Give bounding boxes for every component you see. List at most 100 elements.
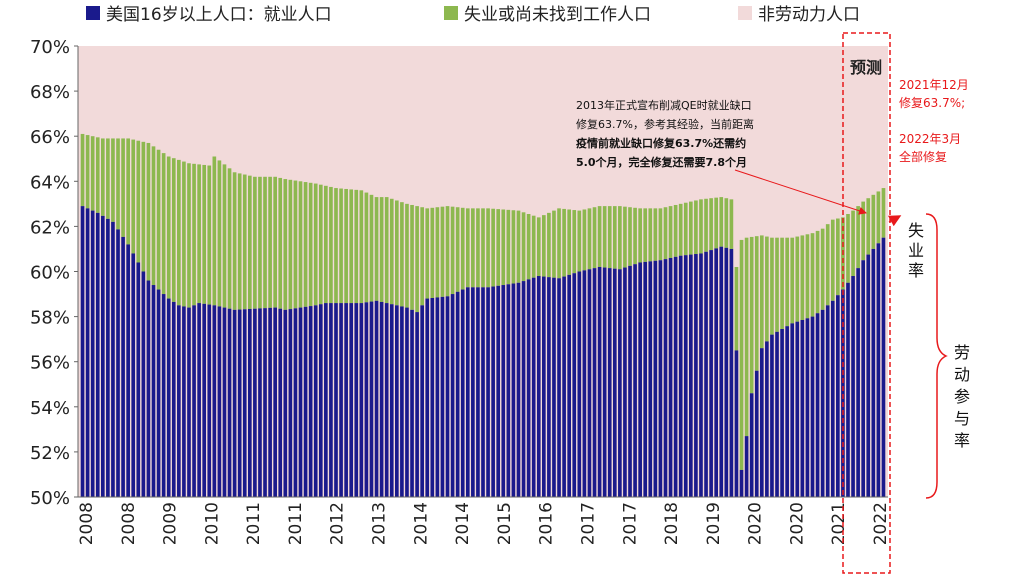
employed-bar [318, 304, 323, 497]
unemployed-bar [582, 209, 587, 271]
unemployed-bar [364, 192, 369, 303]
unemployed-bar [455, 207, 460, 292]
employed-bar [557, 278, 561, 497]
employed-bar [623, 267, 627, 497]
unemployed-bar [410, 204, 414, 310]
employed-bar [866, 254, 871, 497]
unemployed-bar [658, 208, 663, 261]
employed-bar [673, 256, 678, 497]
unemployed-bar [111, 138, 115, 222]
employed-bar [136, 262, 141, 497]
forecast-box [842, 32, 891, 574]
unemployed-bar [780, 237, 784, 330]
unemployed-bar [638, 208, 642, 263]
employed-bar [729, 248, 734, 497]
unemployed-bar [881, 188, 886, 238]
employed-bar [379, 301, 384, 497]
employed-bar [547, 277, 551, 497]
employed-bar [653, 260, 658, 497]
employed-bar [455, 291, 460, 497]
unemployed-bar [273, 176, 277, 308]
employed-bar [374, 300, 379, 497]
x-tick-label: 2011 [286, 502, 306, 545]
unemployed-bar [334, 188, 338, 304]
employed-bar [597, 266, 602, 497]
employed-bar [749, 393, 754, 497]
unemployed-bar [744, 237, 749, 437]
participation-bracket [925, 213, 948, 499]
unemployed-bar [542, 215, 546, 277]
employed-bar [313, 305, 318, 497]
unemployed-bar [308, 182, 313, 307]
unemployed-bar [146, 142, 151, 281]
unemployed-bar [369, 194, 374, 302]
employed-bar [465, 287, 470, 497]
legend-swatch-unemployed [444, 6, 458, 20]
unemployed-bar [80, 133, 85, 207]
unemployed-bar [318, 184, 323, 305]
unemployed-bar [136, 140, 141, 263]
unemployment-rate-label: 失业率 [908, 221, 924, 280]
unemployed-bar [415, 206, 419, 313]
unemployed-bar [623, 206, 627, 268]
annotation-line-2: 修复63.7%，参考其经验，当前距离 [576, 117, 754, 131]
employed-bar [349, 303, 354, 497]
employed-bar [841, 289, 845, 497]
unemployed-bar [496, 209, 501, 286]
employed-bar [131, 253, 136, 497]
unemployed-bar [182, 161, 186, 307]
unemployed-bar [405, 203, 409, 308]
employed-bar [486, 287, 490, 497]
unemployed-bar [866, 198, 871, 255]
unemployed-bar [471, 208, 475, 288]
unemployed-bar [526, 214, 531, 280]
unemployed-bar [481, 208, 485, 288]
employed-bar [790, 323, 795, 497]
red-note-line-1: 2021年12月 [899, 78, 969, 92]
unemployed-bar [430, 207, 435, 298]
unemployed-bar [90, 136, 95, 211]
bar-series [80, 133, 886, 498]
employed-bar [521, 281, 526, 497]
unemployed-bar [633, 207, 637, 265]
unemployed-bar [207, 165, 212, 305]
unemployed-bar [253, 176, 257, 309]
unemployed-bar [242, 174, 247, 310]
employed-bar [491, 286, 495, 497]
employed-bar [496, 285, 501, 497]
employed-bar [785, 326, 789, 497]
employed-bar [395, 305, 399, 497]
employed-bar [430, 298, 435, 497]
employed-bar [253, 308, 257, 497]
employed-bar [643, 261, 648, 497]
x-tick-label: 2009 [161, 502, 181, 545]
unemployed-bar [648, 208, 653, 262]
employed-bar [384, 303, 389, 497]
x-tick-label: 2018 [662, 502, 682, 545]
employed-bar [683, 255, 688, 497]
x-tick-label: 2008 [119, 502, 139, 545]
unemployed-bar [126, 138, 130, 245]
x-tick-label: 2016 [537, 502, 557, 545]
unemployed-bar [770, 237, 774, 335]
y-tick-label: 70% [30, 37, 70, 58]
unemployed-bar [689, 201, 693, 255]
x-tick-label: 2008 [77, 502, 97, 545]
employed-bar [825, 305, 830, 497]
employed-bar [481, 287, 485, 497]
unemployed-bar [121, 138, 125, 237]
employed-bar [247, 308, 252, 497]
x-tick-label: 2017 [579, 502, 599, 545]
unemployed-bar [237, 173, 242, 310]
employed-bar [602, 267, 607, 497]
unemployed-bar [227, 168, 232, 309]
employed-bar [344, 303, 348, 497]
unemployed-bar [805, 234, 810, 319]
x-tick-label: 2021 [829, 502, 849, 545]
legend: 美国16岁以上人口：就业人口 失业或尚未找到工作人口 非劳动力人口 [86, 5, 860, 25]
y-tick-label: 54% [30, 398, 70, 419]
y-tick-label: 50% [30, 488, 70, 509]
employed-bar [638, 262, 642, 497]
employed-bar [618, 269, 622, 497]
employed-bar [329, 303, 333, 497]
